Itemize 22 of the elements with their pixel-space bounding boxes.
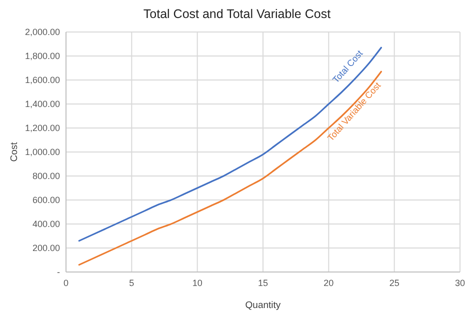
y-axis-title: Cost <box>9 142 20 162</box>
y-tick-label: 1,000.00 <box>24 147 60 157</box>
x-axis-title: Quantity <box>245 300 281 311</box>
y-tick-label: 1,600.00 <box>24 75 60 85</box>
y-tick-label: 600.00 <box>32 195 60 205</box>
x-tick-label: 30 <box>454 278 466 288</box>
x-tick-label: 25 <box>389 278 400 288</box>
chart-title: Total Cost and Total Variable Cost <box>143 7 332 21</box>
y-tick-label: 1,200.00 <box>24 123 60 133</box>
y-tick-label: 200.00 <box>32 243 60 253</box>
x-tick-label: 10 <box>192 278 202 288</box>
y-tick-label: 800.00 <box>32 171 60 181</box>
x-tick-label: 15 <box>258 278 268 288</box>
y-tick-label: 400.00 <box>32 219 60 229</box>
x-tick-label: 20 <box>324 278 334 288</box>
line-series <box>78 46 382 242</box>
x-tick-label: 5 <box>129 278 134 288</box>
x-tick-label: 0 <box>63 278 69 288</box>
y-tick-label: - <box>57 267 60 277</box>
y-tick-label: 1,400.00 <box>24 99 60 109</box>
y-tick-label: 1,800.00 <box>24 51 60 61</box>
y-tick-label: 2,000.00 <box>24 27 60 37</box>
